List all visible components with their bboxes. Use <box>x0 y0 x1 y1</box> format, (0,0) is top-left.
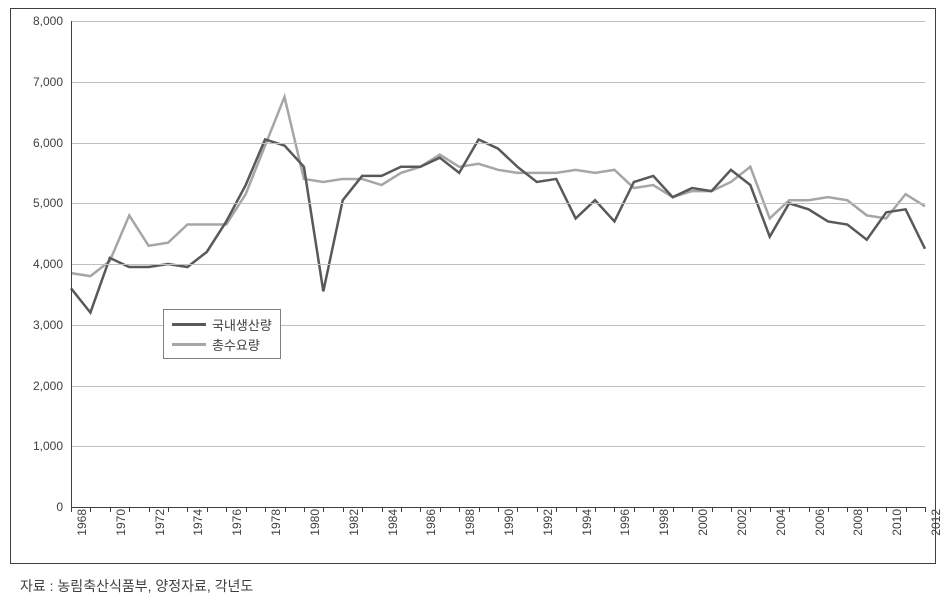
x-tick-label: 1970 <box>114 509 128 549</box>
x-tick-label: 2002 <box>735 509 749 549</box>
x-tick-label: 1968 <box>75 509 89 549</box>
y-tick-label: 5,000 <box>13 196 63 210</box>
x-tick-label: 2010 <box>890 509 904 549</box>
x-tick-mark <box>479 507 480 512</box>
x-tick-mark <box>362 507 363 512</box>
x-tick-mark <box>750 507 751 512</box>
chart-frame: 0 1,000 2,000 3,000 4,000 5,000 6,000 7,000 8,00… <box>10 8 936 564</box>
x-tick-mark <box>304 507 305 512</box>
y-tick-label: 6,000 <box>13 136 63 150</box>
x-tick-mark <box>226 507 227 512</box>
x-tick-mark <box>440 507 441 512</box>
y-tick-label: 3,000 <box>13 318 63 332</box>
gridline-h <box>71 386 925 387</box>
gridline-h <box>71 82 925 83</box>
x-tick-mark <box>712 507 713 512</box>
x-tick-mark <box>906 507 907 512</box>
legend-label: 총수요량 <box>212 335 260 354</box>
x-tick-label: 2012 <box>929 509 943 549</box>
legend: 국내생산량총수요량 <box>163 309 281 359</box>
legend-item: 국내생산량 <box>172 314 272 334</box>
x-tick-mark <box>246 507 247 512</box>
legend-swatch <box>172 323 206 326</box>
x-tick-mark <box>168 507 169 512</box>
x-tick-mark <box>285 507 286 512</box>
x-tick-label: 1972 <box>153 509 167 549</box>
x-tick-label: 1998 <box>657 509 671 549</box>
x-tick-mark <box>614 507 615 512</box>
x-tick-label: 1980 <box>308 509 322 549</box>
x-tick-mark <box>828 507 829 512</box>
x-tick-label: 1986 <box>424 509 438 549</box>
x-tick-label: 1982 <box>347 509 361 549</box>
gridline-h <box>71 21 925 22</box>
x-tick-label: 1984 <box>386 509 400 549</box>
gridline-h <box>71 143 925 144</box>
x-tick-label: 2004 <box>774 509 788 549</box>
chart-container: 0 1,000 2,000 3,000 4,000 5,000 6,000 7,000 8,00… <box>0 0 946 606</box>
x-tick-mark <box>401 507 402 512</box>
x-tick-mark <box>925 507 926 512</box>
source-note: 자료 : 농림축산식품부, 양정자료, 각년도 <box>20 576 253 596</box>
x-tick-mark <box>789 507 790 512</box>
x-tick-label: 1978 <box>269 509 283 549</box>
x-tick-mark <box>731 507 732 512</box>
x-tick-mark <box>556 507 557 512</box>
x-tick-mark <box>343 507 344 512</box>
x-tick-mark <box>595 507 596 512</box>
legend-item: 총수요량 <box>172 334 272 354</box>
y-tick-label: 0 <box>13 500 63 514</box>
x-tick-mark <box>382 507 383 512</box>
x-tick-label: 1976 <box>230 509 244 549</box>
x-tick-label: 2008 <box>851 509 865 549</box>
x-tick-label: 2006 <box>813 509 827 549</box>
x-tick-label: 1992 <box>541 509 555 549</box>
y-tick-label: 1,000 <box>13 439 63 453</box>
x-tick-mark <box>517 507 518 512</box>
y-axis-line <box>71 21 72 507</box>
gridline-h <box>71 446 925 447</box>
x-tick-mark <box>847 507 848 512</box>
x-tick-label: 1996 <box>618 509 632 549</box>
x-tick-mark <box>207 507 208 512</box>
x-tick-mark <box>634 507 635 512</box>
x-tick-mark <box>459 507 460 512</box>
series-line <box>71 97 925 276</box>
x-tick-label: 1990 <box>502 509 516 549</box>
legend-swatch <box>172 343 206 346</box>
x-tick-mark <box>90 507 91 512</box>
x-tick-mark <box>187 507 188 512</box>
x-tick-label: 1974 <box>191 509 205 549</box>
series-line <box>71 139 925 312</box>
x-tick-mark <box>537 507 538 512</box>
x-tick-mark <box>149 507 150 512</box>
x-tick-mark <box>653 507 654 512</box>
x-tick-mark <box>886 507 887 512</box>
legend-label: 국내생산량 <box>212 315 272 334</box>
x-tick-mark <box>265 507 266 512</box>
x-tick-mark <box>420 507 421 512</box>
x-tick-mark <box>110 507 111 512</box>
gridline-h <box>71 203 925 204</box>
x-tick-mark <box>673 507 674 512</box>
x-tick-mark <box>323 507 324 512</box>
x-tick-mark <box>498 507 499 512</box>
x-tick-mark <box>576 507 577 512</box>
y-tick-label: 8,000 <box>13 14 63 28</box>
y-tick-label: 2,000 <box>13 379 63 393</box>
x-tick-mark <box>867 507 868 512</box>
x-tick-mark <box>809 507 810 512</box>
x-tick-label: 1988 <box>463 509 477 549</box>
x-tick-label: 1994 <box>580 509 594 549</box>
x-tick-mark <box>129 507 130 512</box>
y-tick-label: 7,000 <box>13 75 63 89</box>
x-tick-mark <box>692 507 693 512</box>
y-tick-label: 4,000 <box>13 257 63 271</box>
gridline-h <box>71 264 925 265</box>
x-tick-label: 2000 <box>696 509 710 549</box>
x-tick-mark <box>770 507 771 512</box>
x-tick-mark <box>71 507 72 512</box>
